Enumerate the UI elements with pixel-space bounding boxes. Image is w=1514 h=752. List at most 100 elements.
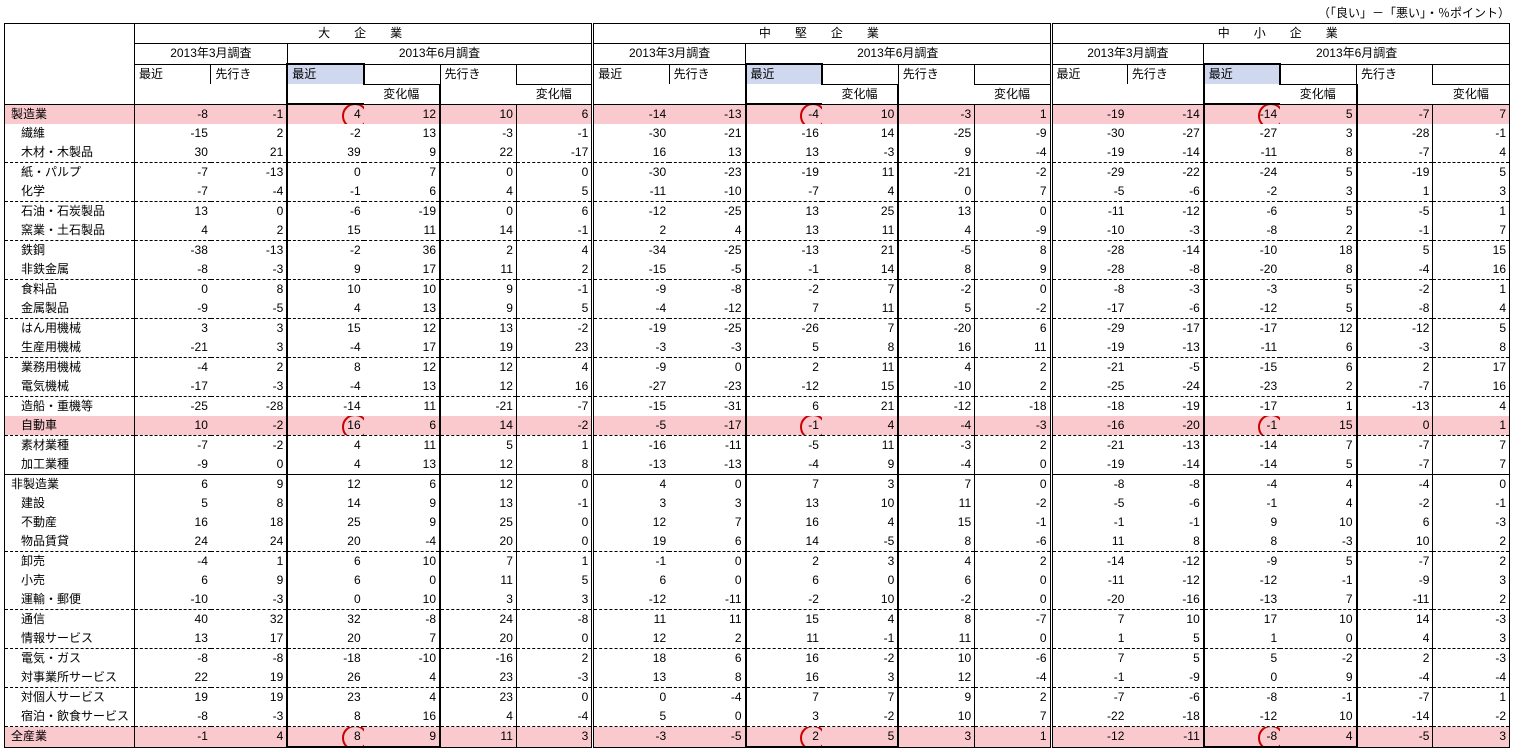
data-cell: 11 — [364, 221, 440, 241]
data-cell: -3 — [211, 377, 287, 397]
data-cell: -3 — [822, 143, 898, 163]
data-cell: 5 — [1127, 649, 1203, 669]
data-cell: 2 — [746, 727, 822, 748]
data-cell: -9 — [1357, 571, 1433, 590]
data-cell: 13 — [746, 494, 822, 513]
data-cell: 10 — [1127, 610, 1203, 630]
group-header: 大 企 業 — [135, 24, 593, 44]
data-cell: -4 — [898, 416, 974, 436]
data-cell: -14 — [1127, 241, 1203, 261]
data-cell: -6 — [975, 649, 1051, 669]
data-cell: 13 — [746, 143, 822, 163]
data-cell: 0 — [669, 707, 745, 727]
data-cell: -2 — [975, 163, 1051, 183]
data-cell: -1 — [1280, 571, 1356, 590]
data-cell: -2 — [1357, 494, 1433, 513]
data-cell: -2 — [516, 416, 592, 436]
blank — [593, 84, 669, 104]
data-cell: 10 — [1280, 707, 1356, 727]
row-label: 製造業 — [5, 104, 135, 124]
data-cell: -14 — [1051, 552, 1127, 572]
data-cell: 0 — [135, 280, 211, 300]
data-cell: -22 — [1127, 163, 1203, 183]
data-cell: 10 — [898, 707, 974, 727]
data-cell: -4 — [1357, 475, 1433, 495]
data-cell: -12 — [1051, 727, 1127, 748]
data-cell: -5 — [1051, 182, 1127, 202]
row-label: 素材業種 — [5, 436, 135, 456]
data-cell: -1 — [516, 280, 592, 300]
data-cell: 4 — [287, 436, 363, 456]
data-cell: 23 — [440, 688, 516, 708]
sub-change: 変化幅 — [822, 84, 898, 104]
data-cell: -2 — [975, 299, 1051, 319]
data-cell: 16 — [364, 707, 440, 727]
data-cell: -12 — [593, 202, 669, 222]
data-cell: 20 — [287, 532, 363, 552]
row-label: 電気・ガス — [5, 649, 135, 669]
data-cell: 13 — [364, 455, 440, 475]
data-cell: 4 — [1433, 397, 1510, 417]
data-cell: -18 — [1127, 707, 1203, 727]
data-cell: 3 — [211, 319, 287, 339]
data-cell: 5 — [1280, 455, 1356, 475]
data-cell: 12 — [364, 358, 440, 378]
data-cell: 4 — [822, 610, 898, 630]
data-cell: -19 — [1357, 163, 1433, 183]
data-cell: 10 — [1357, 532, 1433, 552]
data-cell: 0 — [669, 475, 745, 495]
data-cell: 3 — [440, 590, 516, 610]
data-cell: -3 — [1433, 610, 1510, 630]
data-cell: 5 — [746, 338, 822, 358]
data-cell: 11 — [669, 610, 745, 630]
data-cell: -4 — [1433, 668, 1510, 688]
data-cell: 0 — [1433, 475, 1510, 495]
data-cell: 4 — [1280, 494, 1356, 513]
data-cell: 2 — [746, 358, 822, 378]
data-cell: 0 — [975, 475, 1051, 495]
data-cell: 8 — [1280, 260, 1356, 280]
data-cell: -1 — [516, 494, 592, 513]
data-cell: 11 — [822, 163, 898, 183]
data-cell: 13 — [364, 377, 440, 397]
data-cell: -4 — [287, 338, 363, 358]
row-label: 鉄鋼 — [5, 241, 135, 261]
data-cell: -7 — [135, 163, 211, 183]
data-cell: -2 — [1280, 649, 1356, 669]
data-cell: 0 — [669, 571, 745, 590]
data-cell: 2 — [211, 358, 287, 378]
data-cell: -5 — [898, 241, 974, 261]
data-cell: 10 — [364, 590, 440, 610]
data-cell: -13 — [211, 163, 287, 183]
data-cell: -14 — [1204, 104, 1280, 124]
data-cell: -23 — [1204, 377, 1280, 397]
data-cell: 10 — [822, 590, 898, 610]
sub-change: 変化幅 — [1280, 84, 1356, 104]
data-cell: 8 — [516, 455, 592, 475]
data-cell: -3 — [211, 707, 287, 727]
data-cell: 8 — [211, 494, 287, 513]
data-cell: 7 — [1433, 436, 1510, 456]
data-cell: -28 — [1051, 241, 1127, 261]
data-cell: 21 — [211, 143, 287, 163]
data-cell: 13 — [364, 299, 440, 319]
data-cell: 2 — [1357, 649, 1433, 669]
data-cell: -7 — [746, 182, 822, 202]
data-cell: -4 — [364, 532, 440, 552]
data-cell: 9 — [898, 143, 974, 163]
sub-outlook: 先行き — [1127, 64, 1203, 84]
data-cell: 2 — [1357, 358, 1433, 378]
data-cell: -6 — [287, 202, 363, 222]
row-label: 非鉄金属 — [5, 260, 135, 280]
data-cell: -15 — [593, 260, 669, 280]
group-header: 中 小 企 業 — [1051, 24, 1510, 44]
data-cell: 13 — [440, 319, 516, 339]
data-cell: -8 — [669, 280, 745, 300]
data-cell: 12 — [593, 629, 669, 649]
data-cell: 14 — [746, 532, 822, 552]
data-cell: 0 — [1280, 629, 1356, 649]
data-cell: -12 — [746, 377, 822, 397]
data-cell: -14 — [593, 104, 669, 124]
data-cell: -7 — [135, 436, 211, 456]
data-cell: -11 — [1357, 590, 1433, 610]
